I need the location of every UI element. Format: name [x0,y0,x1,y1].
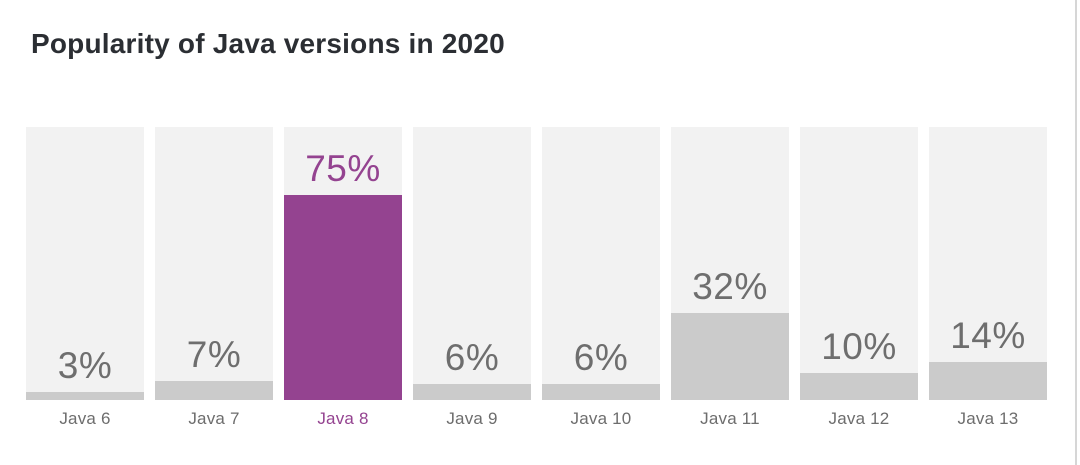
category-label: Java 13 [957,409,1019,428]
bar-highlighted [284,195,402,400]
chart-column-java-10: 6% Java 10 [542,127,660,429]
window-right-border [1075,0,1077,465]
value-label: 32% [692,265,768,307]
bar [800,372,918,400]
bar [929,361,1047,400]
value-label: 75% [305,148,381,190]
value-label: 3% [57,344,113,386]
value-label: 6% [444,336,500,378]
category-label: Java 8 [317,409,369,428]
chart-column-java-8: 75% Java 8 [284,127,402,429]
chart-column-java-13: 14% Java 13 [929,127,1047,429]
chart-column-java-11: 32% Java 11 [671,127,789,429]
column-track: 14% [929,127,1047,400]
chart-column-java-6: 3% Java 6 [26,127,144,429]
column-track: 75% [284,127,402,400]
bar [671,312,789,400]
bar [155,380,273,400]
column-track: 3% [26,127,144,400]
category-label: Java 9 [446,409,498,428]
bar [542,383,660,400]
category-label: Java 6 [59,409,111,428]
category-label: Java 11 [700,409,760,428]
column-track: 6% [413,127,531,400]
column-track: 6% [542,127,660,400]
category-label: Java 10 [570,409,632,428]
column-track: 7% [155,127,273,400]
chart-column-java-7: 7% Java 7 [155,127,273,429]
category-label: Java 12 [828,409,890,428]
value-label: 6% [573,336,629,378]
chart-column-java-9: 6% Java 9 [413,127,531,429]
column-track: 10% [800,127,918,400]
column-track: 32% [671,127,789,400]
bar [26,391,144,400]
chart-title: Popularity of Java versions in 2020 [31,28,505,59]
value-label: 7% [186,334,242,376]
category-label: Java 7 [188,409,240,428]
bar [413,383,531,400]
bar-chart: 3% Java 6 7% Java 7 75% Java 8 6% Java 9 6% Java … [26,127,1047,429]
chart-column-java-12: 10% Java 12 [800,127,918,429]
value-label: 10% [821,325,897,367]
value-label: 14% [950,314,1026,356]
